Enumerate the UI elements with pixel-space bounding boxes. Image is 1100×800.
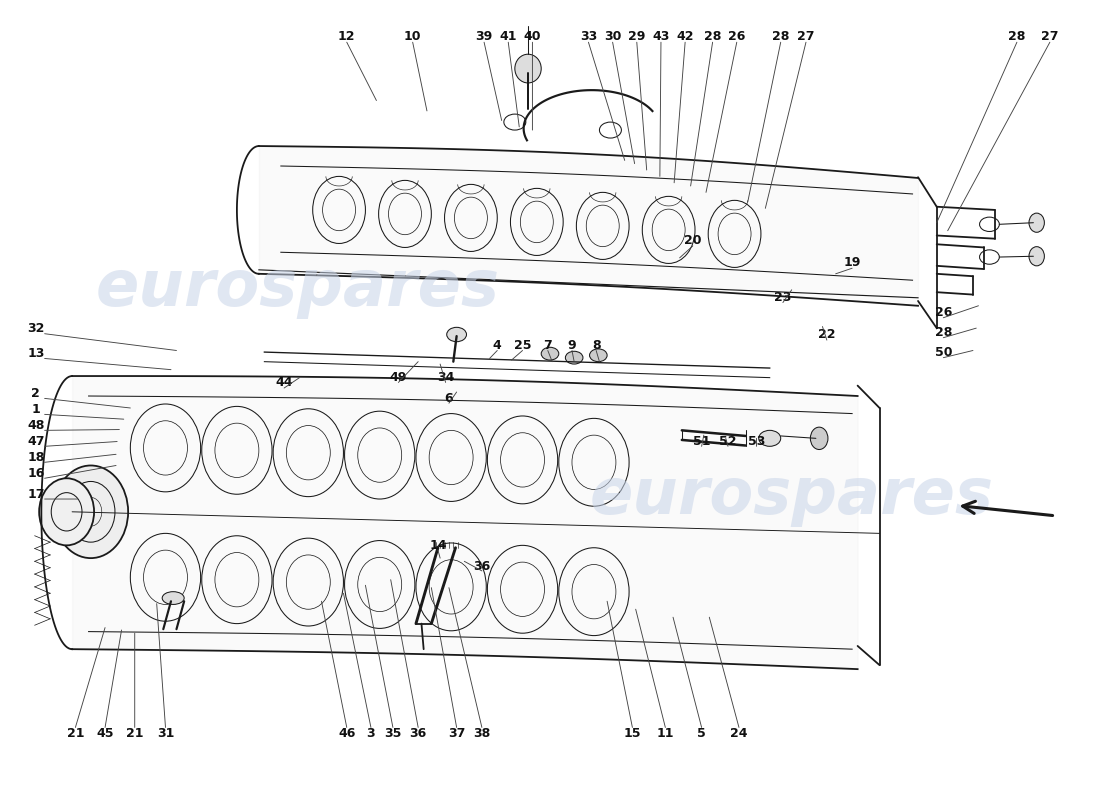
Text: 2: 2 [32,387,41,400]
Text: 21: 21 [67,727,84,740]
Text: 39: 39 [475,30,493,43]
Ellipse shape [515,54,541,83]
Text: 23: 23 [774,291,792,304]
Text: 26: 26 [728,30,746,43]
Ellipse shape [1028,246,1044,266]
Text: 22: 22 [818,328,836,341]
Text: 47: 47 [28,435,45,448]
Text: 3: 3 [366,727,375,740]
Text: 24: 24 [730,727,748,740]
Text: eurospares: eurospares [96,257,499,319]
Text: 27: 27 [798,30,815,43]
Text: 53: 53 [748,435,766,448]
Text: 38: 38 [473,727,491,740]
Text: 5: 5 [697,727,706,740]
Text: 41: 41 [499,30,517,43]
Ellipse shape [541,347,559,360]
Ellipse shape [54,466,128,558]
Text: 17: 17 [28,488,45,501]
Text: 43: 43 [652,30,670,43]
Text: 33: 33 [580,30,597,43]
Ellipse shape [447,327,466,342]
Text: 25: 25 [514,339,531,352]
Text: 1: 1 [32,403,41,416]
Text: 36: 36 [409,727,427,740]
Text: 44: 44 [275,376,293,389]
Text: 6: 6 [444,392,453,405]
Text: 26: 26 [935,306,952,318]
Text: 35: 35 [384,727,402,740]
Text: 11: 11 [657,727,674,740]
Ellipse shape [811,427,828,450]
Ellipse shape [590,349,607,362]
Text: 28: 28 [704,30,722,43]
Text: 52: 52 [719,435,737,448]
Text: 46: 46 [338,727,355,740]
Ellipse shape [40,478,95,546]
Text: 16: 16 [28,467,44,480]
Text: 37: 37 [448,727,465,740]
Text: 45: 45 [97,727,113,740]
Ellipse shape [565,351,583,364]
Text: 10: 10 [404,30,421,43]
Text: 7: 7 [543,339,552,352]
Text: 34: 34 [437,371,454,384]
Text: 18: 18 [28,451,44,464]
Text: 36: 36 [473,560,491,573]
Text: 29: 29 [628,30,646,43]
Text: 20: 20 [684,234,702,246]
Text: 12: 12 [338,30,355,43]
Text: 28: 28 [1009,30,1025,43]
Text: 50: 50 [935,346,953,358]
Text: 14: 14 [429,539,447,552]
Text: eurospares: eurospares [590,465,993,527]
Text: 4: 4 [493,339,502,352]
Ellipse shape [162,592,184,605]
Text: 21: 21 [126,727,143,740]
Ellipse shape [759,430,781,446]
Text: 42: 42 [676,30,694,43]
Text: 13: 13 [28,347,44,360]
Text: 28: 28 [935,326,952,338]
Text: 30: 30 [604,30,622,43]
Text: 49: 49 [389,371,407,384]
Text: 9: 9 [568,339,576,352]
Text: 27: 27 [1041,30,1058,43]
Text: 40: 40 [524,30,541,43]
Text: 48: 48 [28,419,44,432]
Text: 51: 51 [693,435,711,448]
Text: 28: 28 [772,30,790,43]
Ellipse shape [1028,213,1044,232]
Text: 15: 15 [624,727,641,740]
Text: 19: 19 [844,256,861,269]
Text: 32: 32 [28,322,44,334]
Text: 31: 31 [157,727,174,740]
Text: 8: 8 [592,339,601,352]
